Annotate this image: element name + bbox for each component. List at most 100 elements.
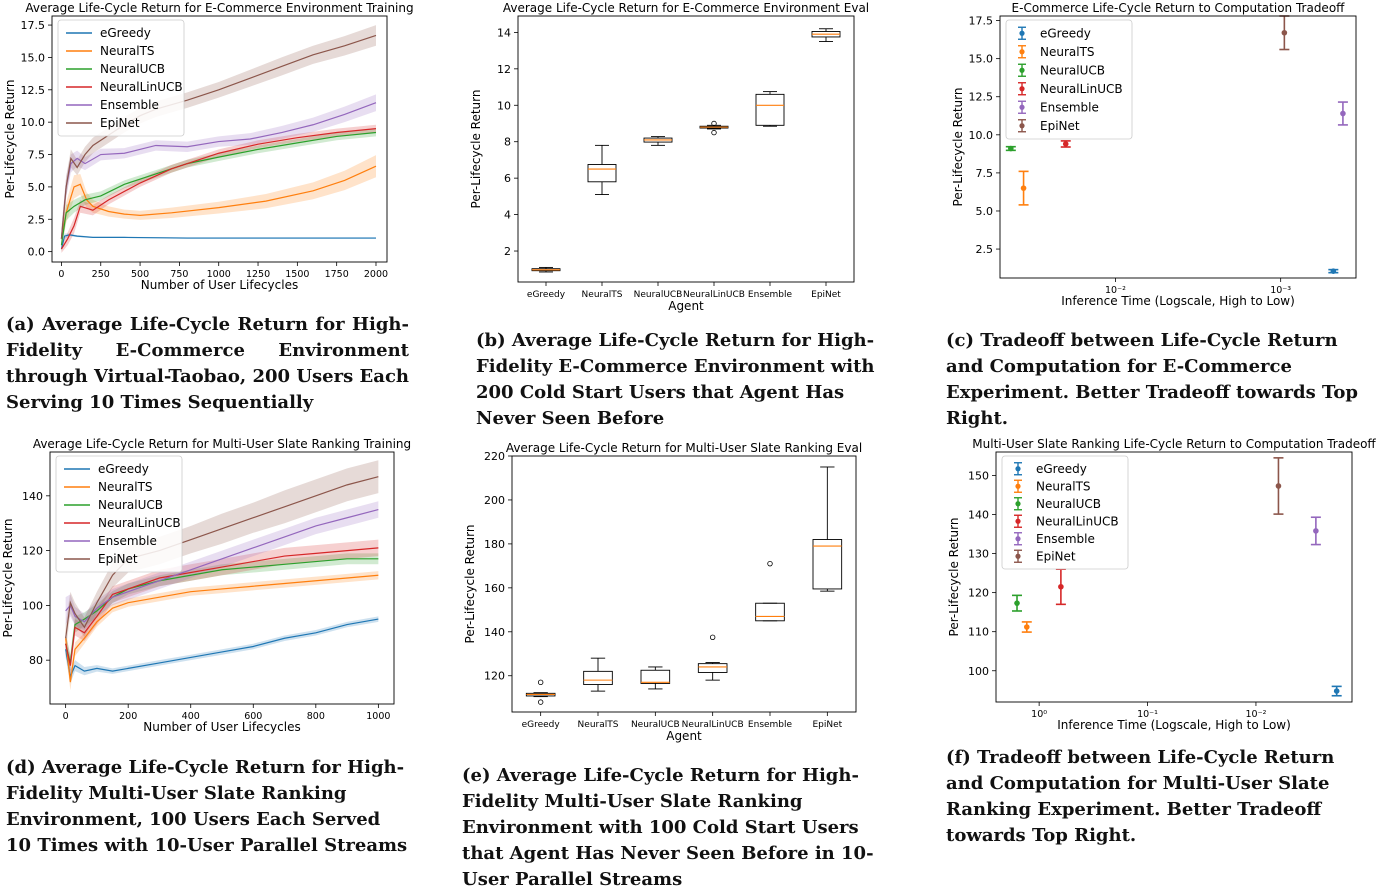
data-point (1333, 688, 1340, 694)
legend-swatch-marker (1015, 518, 1021, 524)
x-tick-label: NeuralTS (578, 720, 619, 730)
data-point (1340, 110, 1346, 117)
y-tick-label: 120 (484, 670, 505, 683)
series-line-NeuralUCB (60, 131, 377, 246)
x-tick-label: 200 (119, 711, 137, 722)
point-eGreedy (1331, 685, 1342, 697)
point-Ensemble (1337, 101, 1348, 126)
x-tick-label: NeuralUCB (631, 720, 680, 730)
legend-swatch-marker (1019, 49, 1025, 55)
y-tick-label: 130 (968, 548, 989, 561)
x-tick-label: 10⁻² (1245, 709, 1266, 720)
point-NeuralUCB (1012, 594, 1023, 612)
box-outlier (767, 560, 773, 567)
y-axis-label-c: Per-Lifecycle Return (951, 88, 965, 207)
y-axis-label-b: Per-Lifecycle Return (469, 90, 483, 209)
plot-area-f: 100 110 120 130 140 150 10⁰ 10⁻¹ 10⁻² (968, 457, 1342, 720)
chart-e: 120 140 160 180 200 220 eGreedy NeuralTS NeuralU… (463, 441, 862, 743)
legend-entry: NeuralTS (100, 44, 155, 58)
caption-b: (b) Average Life-Cycle Return for High-F… (476, 330, 875, 429)
chart-panel-b: 2 4 6 8 10 12 14 eGreedy NeuralTS NeuralUCB Neural… (462, 0, 874, 315)
chart-title-b: Average Life-Cycle Return for E-Commerce… (503, 1, 869, 15)
y-axis-label-d: Per-Lifecycle Return (1, 519, 15, 638)
x-tick-label: eGreedy (522, 720, 561, 730)
box-outlier (537, 679, 544, 686)
box-NeuralUCB (640, 666, 671, 690)
legend-swatch-marker (1019, 67, 1025, 73)
x-tick-label: 1500 (285, 269, 309, 280)
legend-entry: EpiNet (1036, 549, 1076, 563)
y-tick-label: 6 (504, 172, 511, 185)
y-tick-label: 2.5 (976, 243, 994, 256)
series-band-EpiNet (65, 460, 379, 652)
y-tick-label: 15.0 (21, 51, 46, 64)
x-tick-label: 0 (63, 711, 69, 722)
x-tick-label: 1000 (207, 269, 231, 280)
y-tick-label: 8 (504, 136, 511, 149)
chart-panel-e: 120 140 160 180 200 220 eGreedy NeuralTS NeuralU… (462, 436, 874, 748)
x-tick-label: 2000 (364, 269, 388, 280)
chart-title-f: Multi-User Slate Ranking Life-Cycle Retu… (972, 437, 1376, 451)
caption-d: (d) Average Life-Cycle Return for High-F… (6, 757, 408, 856)
chart-panel-a: 0.0 2.5 5.0 7.5 10.0 12.5 15.0 17.5 0 250 500 750 10… (0, 0, 414, 300)
y-tick-label: 5.0 (28, 181, 46, 194)
x-tick-label: 750 (170, 269, 188, 280)
y-tick-label: 100 (968, 665, 989, 678)
y-tick-label: 100 (22, 599, 43, 612)
x-tick-label: 600 (244, 711, 262, 722)
x-tick-label: 10⁻³ (1270, 285, 1291, 296)
chart-title-c: E-Commerce Life-Cycle Return to Computat… (1012, 1, 1346, 15)
legend-entry: eGreedy (1040, 26, 1091, 40)
x-tick-label: 1000 (366, 711, 390, 722)
axes-frame (517, 15, 855, 283)
y-tick-label: 220 (484, 450, 505, 463)
legend-swatch-marker (1019, 104, 1025, 110)
series-line-NeuralLinUCB (65, 547, 379, 666)
box-NeuralLinUCB (697, 634, 728, 681)
data-point (1275, 483, 1282, 489)
y-tick-label: 2 (504, 245, 511, 258)
x-tick-label: EpiNet (811, 290, 841, 300)
point-EpiNet (1279, 15, 1290, 51)
series-line-NeuralLinUCB (60, 128, 377, 250)
legend-entry: NeuralUCB (1036, 497, 1101, 511)
legend-box (57, 19, 185, 137)
series-band-NeuralUCB (65, 553, 379, 672)
y-tick-label: 4 (504, 209, 511, 222)
series-band-NeuralLinUCB (61, 124, 376, 253)
point-NeuralLinUCB (1060, 140, 1071, 148)
data-point (1008, 145, 1014, 152)
point-EpiNet (1273, 457, 1284, 515)
data-point (1281, 29, 1288, 36)
legend-swatch-marker (1015, 466, 1021, 472)
x-tick-label: EpiNet (812, 720, 842, 730)
y-tick-label: 12 (497, 63, 511, 76)
y-axis-label-a: Per-Lifecycle Return (3, 80, 17, 199)
legend: eGreedy NeuralTS NeuralUCB NeuralLinUCB Ense… (1005, 19, 1133, 140)
series-band-Ensemble (65, 501, 379, 631)
legend-entry: NeuralUCB (100, 62, 165, 76)
axes-frame (511, 455, 857, 713)
legend-entry: NeuralLinUCB (98, 516, 181, 530)
chart-title-a: Average Life-Cycle Return for E-Commerce… (25, 1, 413, 15)
chart-a: 0.0 2.5 5.0 7.5 10.0 12.5 15.0 17.5 0 250 500 750 10… (3, 1, 414, 292)
axes-frame (51, 15, 388, 263)
caption-e: (e) Average Life-Cycle Return for High-F… (462, 765, 874, 890)
box-iqr (697, 663, 728, 673)
y-tick-label: 80 (29, 654, 43, 667)
plot-area-d: 80 100 120 140 0 200 400 600 800 1000 (22, 460, 390, 722)
chart-panel-f: 100 110 120 130 140 150 10⁰ 10⁻¹ 10⁻² Multi-User … (944, 436, 1376, 736)
legend-entry: EpiNet (98, 552, 138, 566)
x-tick-label: NeuralTS (582, 290, 623, 300)
legend-swatch-marker (1015, 501, 1021, 507)
y-tick-label: 200 (484, 494, 505, 507)
y-axis-label-f: Per-Lifecycle Return (947, 518, 961, 637)
series-line-eGreedy (60, 234, 376, 250)
legend-entry: NeuralUCB (1040, 63, 1105, 77)
legend-entry: NeuralUCB (98, 498, 163, 512)
y-tick-label: 7.5 (28, 149, 46, 162)
legend-entry: NeuralTS (1036, 479, 1091, 493)
y-tick-label: 12.5 (21, 84, 46, 97)
data-point (1330, 268, 1337, 274)
box-eGreedy (531, 266, 561, 273)
